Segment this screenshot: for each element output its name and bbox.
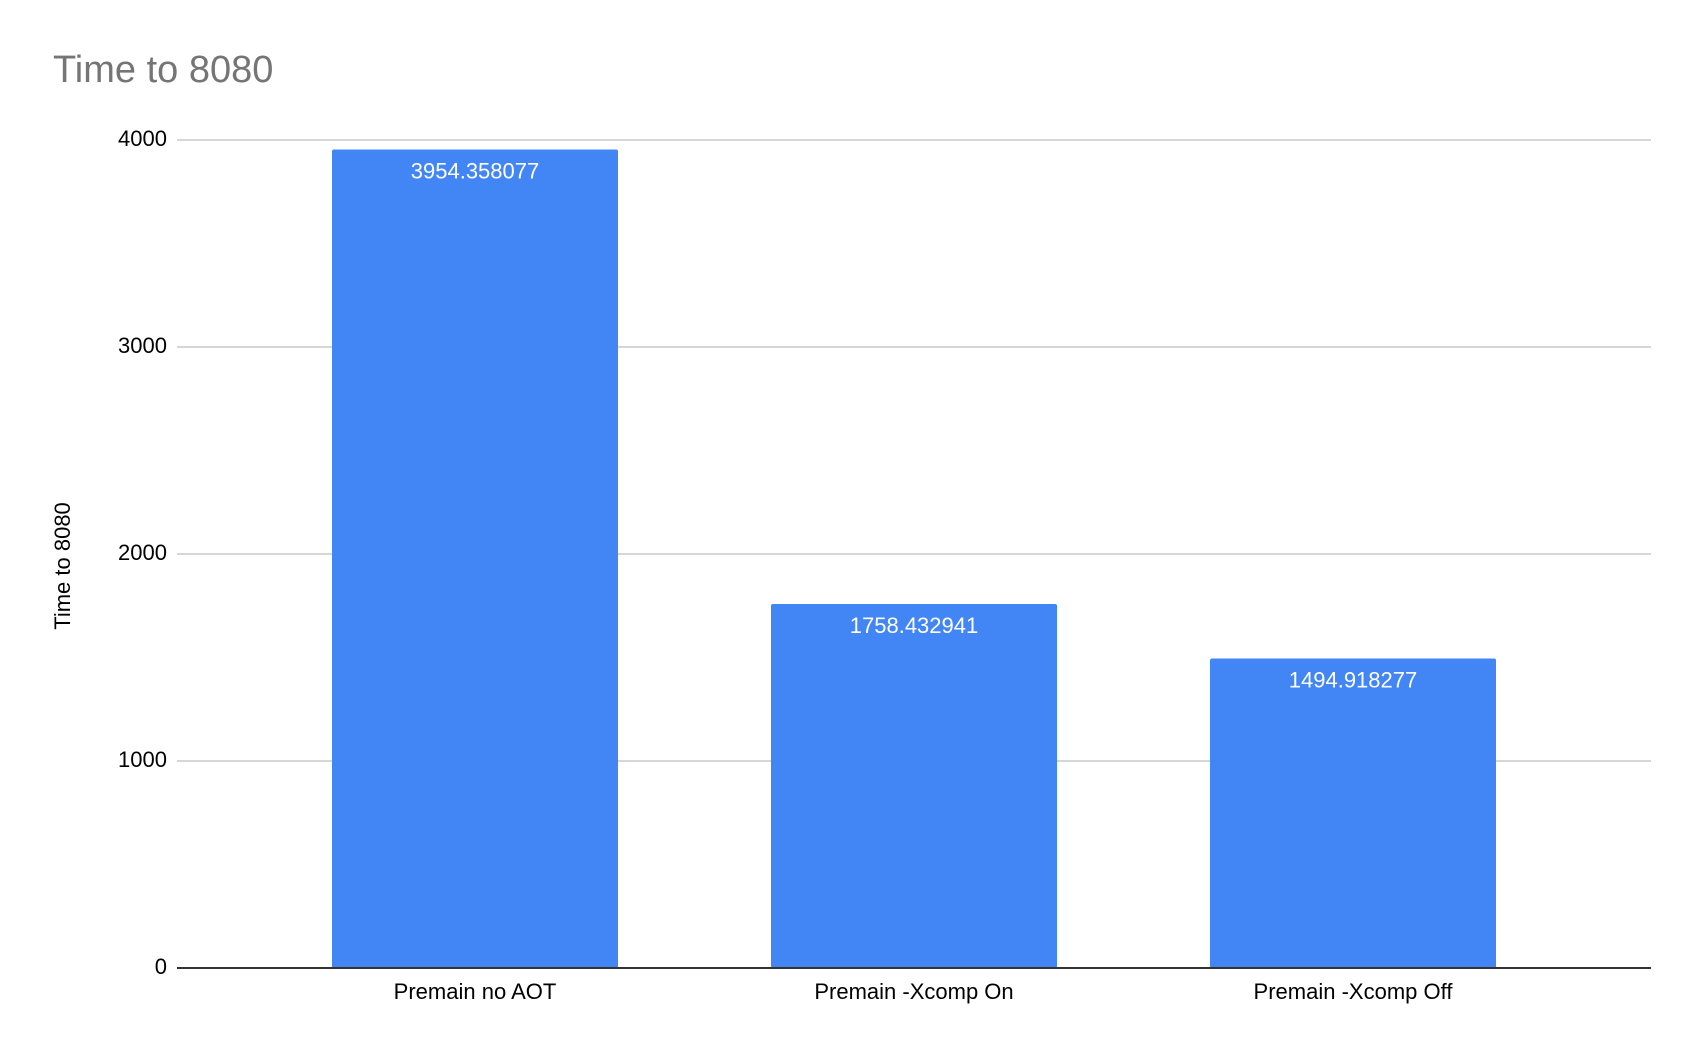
chart-title: Time to 8080 [53,49,273,91]
bar [1210,658,1496,968]
bar [771,604,1057,968]
value-label: 1494.918277 [1289,667,1417,692]
bar [332,149,618,968]
y-tick-label: 4000 [118,126,167,151]
value-label: 3954.358077 [411,158,539,183]
y-tick-label: 1000 [118,747,167,772]
y-tick-label: 2000 [118,540,167,565]
x-tick-label: Premain no AOT [394,979,557,1004]
y-axis-label: Time to 8080 [50,502,75,630]
x-tick-label: Premain -Xcomp Off [1254,979,1454,1004]
y-tick-label: 3000 [118,333,167,358]
x-tick-label: Premain -Xcomp On [814,979,1013,1004]
value-label: 1758.432941 [850,613,978,638]
y-tick-label: 0 [155,954,167,979]
